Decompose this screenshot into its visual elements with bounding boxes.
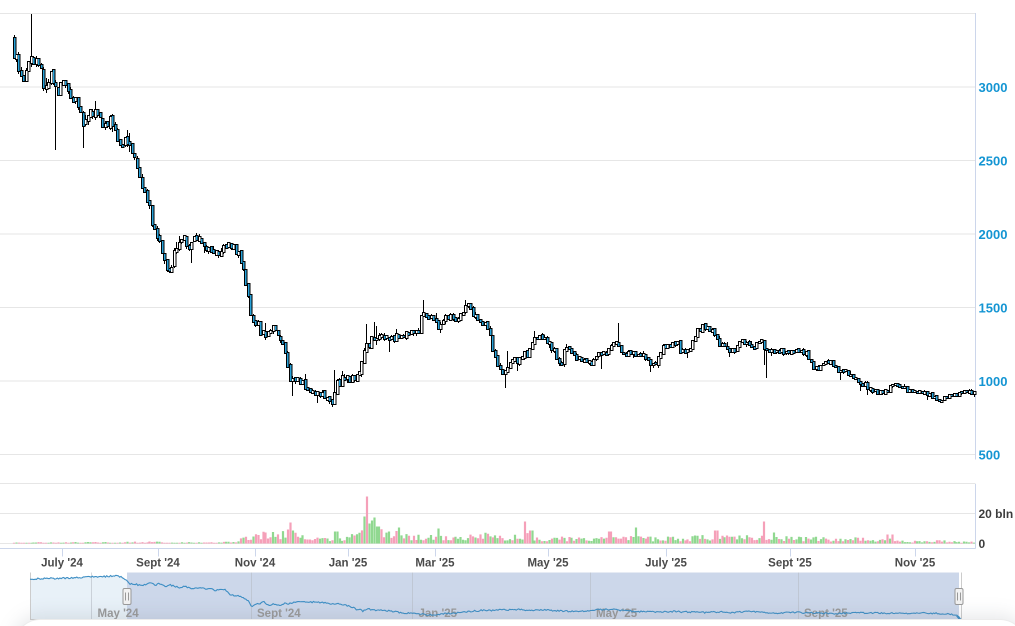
svg-text:May '24: May '24 bbox=[98, 608, 140, 620]
svg-text:Nov '24: Nov '24 bbox=[235, 558, 276, 570]
svg-text:1000: 1000 bbox=[979, 374, 1008, 389]
svg-text:0: 0 bbox=[979, 537, 986, 551]
svg-text:Sept '24: Sept '24 bbox=[257, 608, 301, 620]
svg-text:May '25: May '25 bbox=[527, 558, 569, 570]
svg-text:Sept '25: Sept '25 bbox=[804, 608, 848, 620]
svg-text:Sept '24: Sept '24 bbox=[136, 558, 180, 570]
svg-text:2500: 2500 bbox=[979, 153, 1008, 168]
svg-text:Mar '25: Mar '25 bbox=[415, 558, 455, 570]
svg-text:July '24: July '24 bbox=[41, 558, 83, 570]
svg-text:Jan '25: Jan '25 bbox=[329, 558, 368, 570]
svg-text:3000: 3000 bbox=[979, 80, 1008, 95]
svg-text:July '25: July '25 bbox=[645, 558, 687, 570]
svg-text:Sept '25: Sept '25 bbox=[768, 558, 812, 570]
svg-text:20 bln: 20 bln bbox=[979, 507, 1014, 521]
svg-text:1500: 1500 bbox=[979, 300, 1008, 315]
svg-text:500: 500 bbox=[979, 447, 1001, 462]
svg-text:Nov '25: Nov '25 bbox=[895, 558, 936, 570]
svg-text:2000: 2000 bbox=[979, 227, 1008, 242]
